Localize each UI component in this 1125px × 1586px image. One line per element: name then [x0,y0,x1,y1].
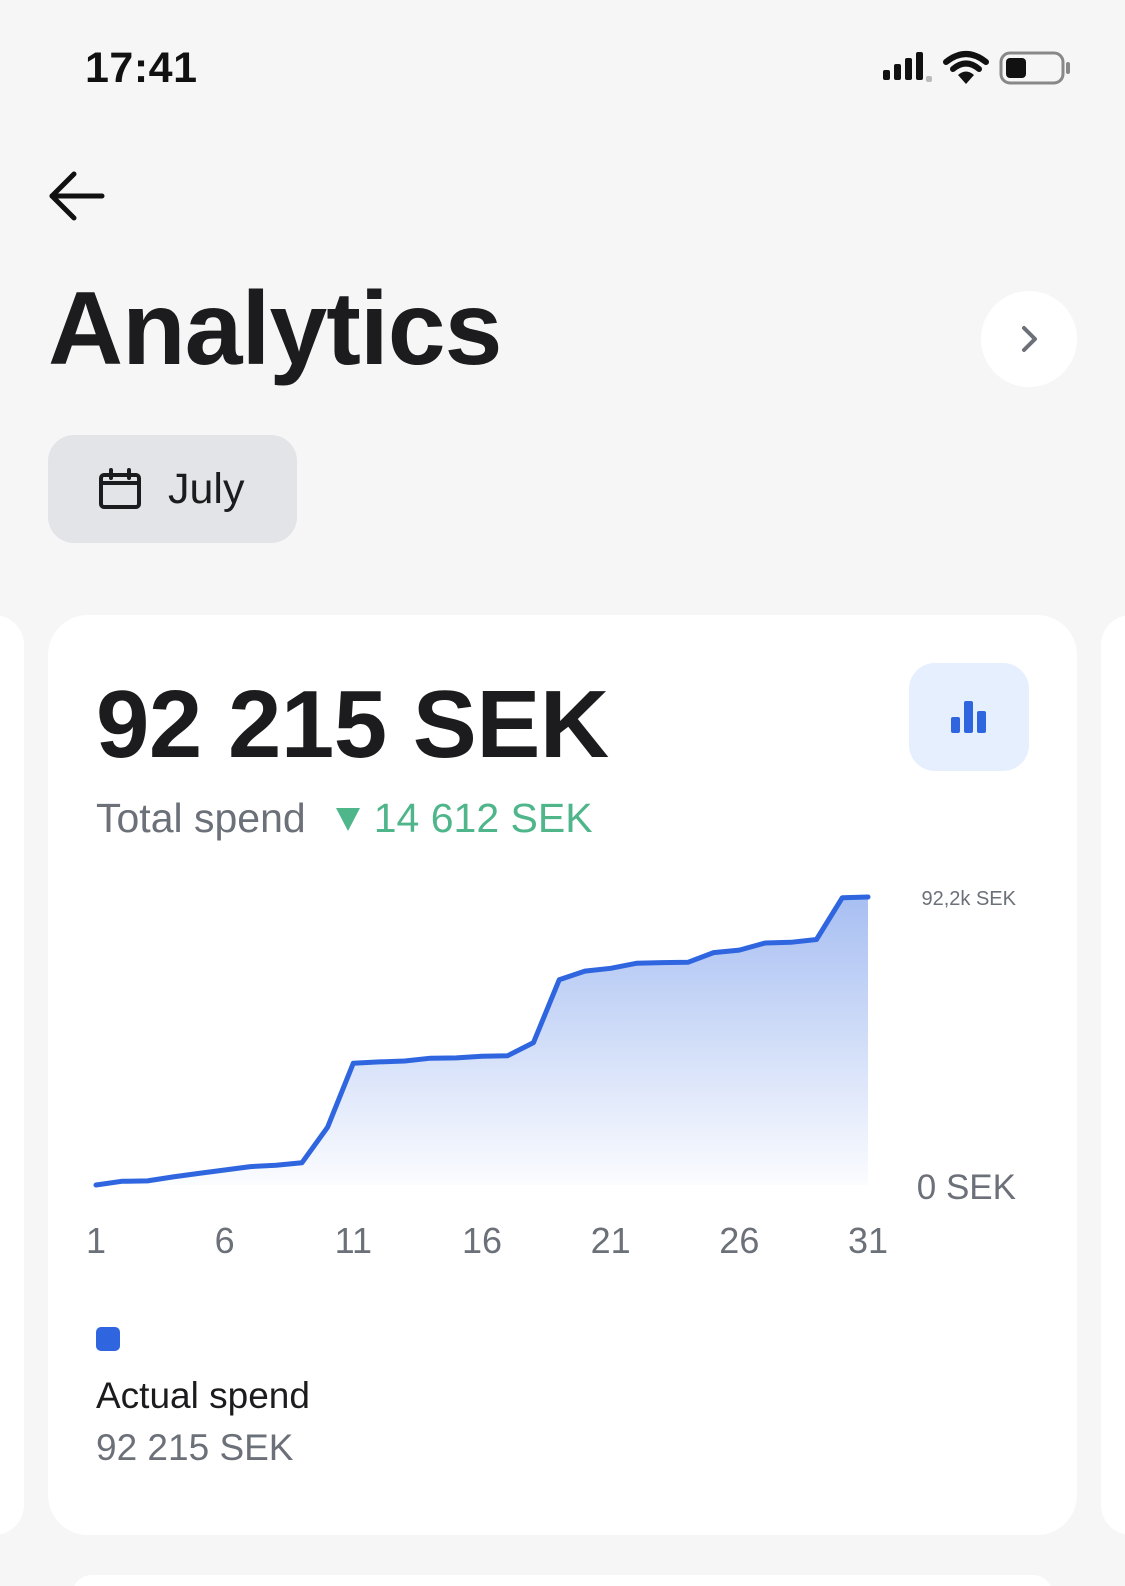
x-tick-label-21: 21 [591,1220,631,1261]
x-tick-label-11: 11 [335,1220,372,1261]
legend-series-value: 92 215 SEK [96,1427,294,1468]
total-spend-label: Total spend [96,795,306,841]
calendar-icon [99,468,141,509]
page-title: Analytics [48,271,502,387]
x-tick-label-6: 6 [215,1220,235,1261]
bar-chart-icon [951,701,986,733]
delta-value: 14 612 SEK [373,795,593,841]
next-section-peek [72,1575,1053,1586]
status-icons [883,48,1073,88]
triangle-down-icon [334,805,362,833]
cellular-signal-icon [883,52,932,82]
total-spend-amount: 92 215 SEK [96,671,609,778]
legend-swatch [96,1327,120,1351]
spend-area-fill [96,897,868,1185]
previous-card-peek[interactable] [0,615,24,1535]
month-label: July [168,464,245,513]
spend-card: 92 215 SEK Total spend 14 612 SEK 1 6 11 16… [48,615,1077,1535]
wifi-icon [943,51,989,84]
x-tick-label-1: 1 [86,1220,106,1261]
status-bar: 17:41 [0,0,1125,140]
back-button[interactable] [44,164,114,228]
battery-icon [999,51,1070,85]
y-tick-label-zero: 0 SEK [917,1168,1016,1207]
next-card-peek[interactable] [1101,615,1125,1535]
status-time: 17:41 [85,44,198,92]
arrow-left-icon [49,171,105,221]
x-tick-label-31: 31 [848,1220,888,1261]
summary-subtitle: Total spend 14 612 SEK [96,795,593,842]
chart-type-button[interactable] [909,663,1029,771]
x-tick-label-16: 16 [462,1220,502,1261]
next-button[interactable] [981,291,1077,387]
legend-series-name: Actual spend [96,1375,310,1416]
x-tick-label-26: 26 [719,1220,759,1261]
y-tick-label-max: 92,2k SEK [921,888,1016,910]
chevron-right-icon [1022,326,1037,352]
month-filter-button[interactable]: July [48,435,297,543]
